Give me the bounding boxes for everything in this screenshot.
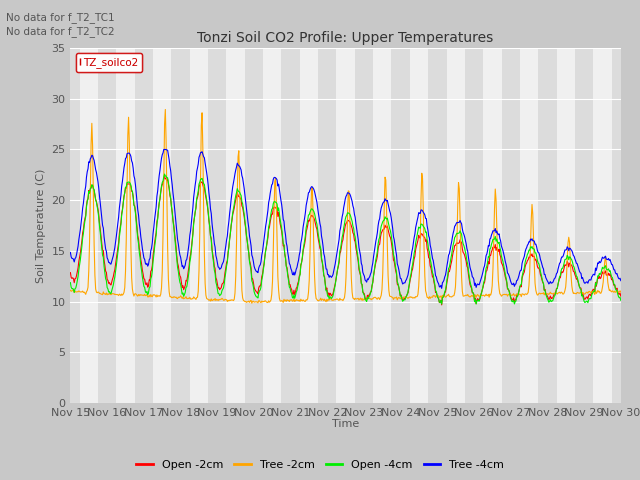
Bar xyxy=(447,48,465,403)
Y-axis label: Soil Temperature (C): Soil Temperature (C) xyxy=(36,168,46,283)
Bar xyxy=(474,48,483,403)
Bar xyxy=(291,48,300,403)
Bar xyxy=(98,48,107,403)
Bar xyxy=(410,48,428,403)
Bar xyxy=(189,48,208,403)
Bar xyxy=(180,48,189,403)
Bar xyxy=(520,48,538,403)
Bar xyxy=(428,48,437,403)
Bar xyxy=(575,48,584,403)
Bar xyxy=(227,48,244,403)
Bar xyxy=(107,48,116,403)
Text: No data for f_T2_TC1: No data for f_T2_TC1 xyxy=(6,12,115,23)
Bar xyxy=(79,48,98,403)
Bar xyxy=(172,48,180,403)
Bar xyxy=(502,48,511,403)
Bar xyxy=(355,48,364,403)
Bar xyxy=(244,48,254,403)
Bar xyxy=(217,48,227,403)
Bar xyxy=(300,48,318,403)
Bar xyxy=(557,48,575,403)
Bar xyxy=(318,48,327,403)
Bar xyxy=(153,48,172,403)
Title: Tonzi Soil CO2 Profile: Upper Temperatures: Tonzi Soil CO2 Profile: Upper Temperatur… xyxy=(198,32,493,46)
Bar xyxy=(612,48,621,403)
Bar xyxy=(437,48,447,403)
Bar xyxy=(547,48,557,403)
Bar xyxy=(373,48,392,403)
Bar xyxy=(263,48,282,403)
Bar xyxy=(327,48,337,403)
Bar xyxy=(465,48,474,403)
Bar xyxy=(337,48,355,403)
Bar xyxy=(483,48,502,403)
Bar xyxy=(593,48,612,403)
Bar xyxy=(584,48,593,403)
Legend: Open -2cm, Tree -2cm, Open -4cm, Tree -4cm: Open -2cm, Tree -2cm, Open -4cm, Tree -4… xyxy=(132,456,508,474)
Bar xyxy=(392,48,401,403)
Bar xyxy=(254,48,263,403)
Bar xyxy=(116,48,134,403)
X-axis label: Time: Time xyxy=(332,420,359,430)
Bar xyxy=(511,48,520,403)
Legend: TZ_soilco2: TZ_soilco2 xyxy=(76,53,142,72)
Bar xyxy=(538,48,547,403)
Bar xyxy=(401,48,410,403)
Bar xyxy=(364,48,373,403)
Bar xyxy=(282,48,291,403)
Bar xyxy=(144,48,153,403)
Bar xyxy=(70,48,79,403)
Bar xyxy=(208,48,217,403)
Bar xyxy=(134,48,144,403)
Text: No data for f_T2_TC2: No data for f_T2_TC2 xyxy=(6,26,115,37)
